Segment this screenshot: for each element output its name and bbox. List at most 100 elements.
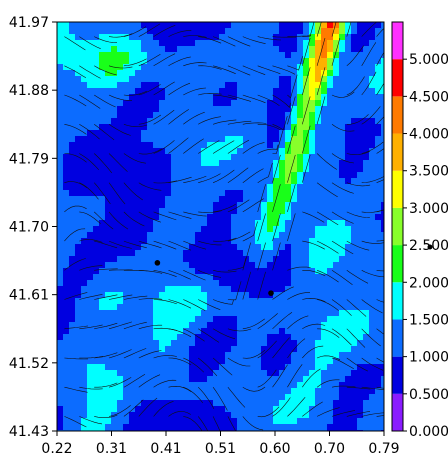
field-cell [111,118,118,125]
field-cell [105,184,112,191]
field-cell [327,238,334,245]
field-cell [279,310,286,317]
field-cell [153,82,160,89]
field-cell [159,274,166,281]
field-cell [243,196,250,203]
field-cell [207,376,214,383]
field-cell [129,358,136,365]
field-cell [291,328,298,335]
streamline [257,271,266,300]
field-cell [273,106,280,113]
field-cell [381,244,384,251]
field-cell [225,208,232,215]
field-cell [57,34,64,41]
field-cell [171,382,178,389]
field-cell [147,274,154,281]
field-cell [129,352,136,359]
field-cell [153,136,160,143]
field-cell [345,418,352,425]
field-cell [111,406,118,413]
field-cell [57,256,64,263]
streamline [94,414,118,418]
field-cell [207,262,214,269]
field-cell [165,304,172,311]
field-cell [135,340,142,347]
field-cell [225,340,232,347]
field-cell [375,286,382,293]
field-cell [339,292,346,299]
field-cell [219,406,226,413]
field-cell [147,322,154,329]
field-cell [195,172,202,179]
field-cell [225,394,232,401]
field-cell [285,412,292,419]
x-tick-label: 0.51 [205,441,236,457]
field-cell [369,220,376,227]
field-cell [57,232,64,239]
field-cell [231,160,238,167]
field-cell [249,418,256,425]
field-cell [153,214,160,221]
field-cell [315,274,322,281]
field-cell [75,322,82,329]
field-cell [243,298,250,305]
field-cell [243,118,250,125]
field-cell [213,70,220,77]
field-cell [207,232,214,239]
streamline [183,211,207,217]
field-cell [117,142,124,149]
field-cell [159,166,166,173]
field-cell [129,316,136,323]
field-cell [375,412,382,419]
field-cell [231,52,238,59]
field-cell [111,286,118,293]
field-cell [165,382,172,389]
field-cell [315,394,322,401]
field-cell [165,412,172,419]
field-cell [321,292,328,299]
field-cell [111,130,118,137]
field-cell [285,70,292,77]
field-cell [81,352,88,359]
field-cell [273,328,280,335]
field-cell [225,22,232,29]
field-cell [147,70,154,77]
field-cell [321,286,328,293]
field-cell [207,76,214,83]
field-cell [267,106,274,113]
streamline [64,292,88,300]
field-cell [255,232,262,239]
field-cell [255,424,262,431]
field-cell [57,328,64,335]
streamline [198,92,222,96]
field-cell [87,370,94,377]
field-cell [81,292,88,299]
field-cell [375,94,382,101]
streamline [123,374,146,388]
field-cell [327,196,334,203]
field-cell [243,28,250,35]
field-cell [219,250,226,257]
field-cell [75,388,82,395]
field-cell [147,286,154,293]
field-cell [117,100,124,107]
streamline [138,53,161,67]
streamline [257,213,266,242]
field-cell [159,376,166,383]
field-cell [309,256,316,263]
field-cell [165,34,172,41]
field-cell [213,310,220,317]
field-cell [225,28,232,35]
field-cell [207,364,214,371]
field-cell [279,58,286,65]
field-cell [87,166,94,173]
field-cell [267,388,274,395]
field-cell [315,106,322,113]
field-cell [153,268,160,275]
field-cell [279,88,286,95]
streamline [108,124,131,136]
field-cell [351,226,358,233]
field-cell [93,280,100,287]
field-cell [243,112,250,119]
field-cell [357,250,364,257]
